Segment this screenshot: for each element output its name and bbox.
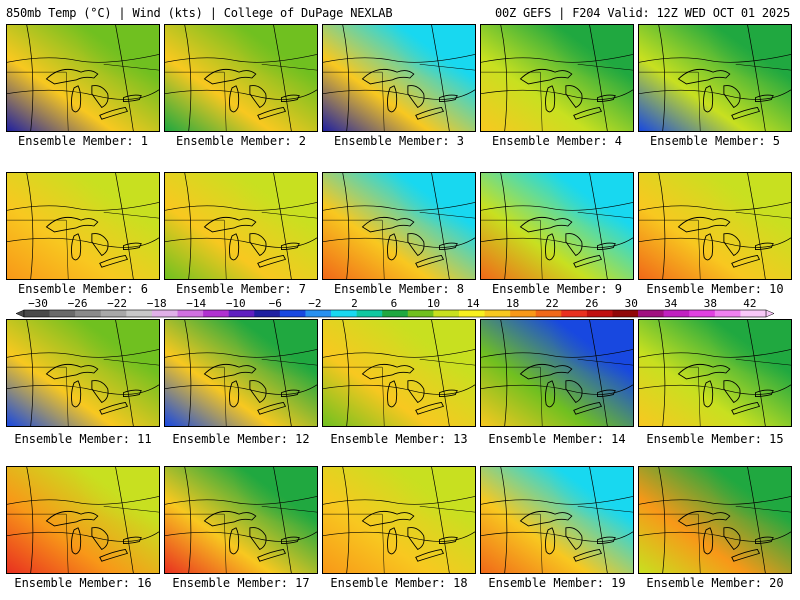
colorbar-segment — [151, 310, 178, 317]
colorbar-tick-label: −30 — [28, 298, 48, 310]
colorbar-segment — [689, 310, 716, 317]
colorbar-segment — [714, 310, 741, 317]
ensemble-member-map-2 — [164, 24, 318, 132]
colorbar-segment — [254, 310, 281, 317]
ensemble-member-label-17: Ensemble Member: 17 — [172, 576, 310, 590]
colorbar-tick-label: 18 — [506, 298, 519, 310]
ensemble-member-map-12 — [164, 319, 318, 427]
ensemble-member-map-8 — [322, 172, 476, 280]
ensemble-member-label-11: Ensemble Member: 11 — [14, 432, 152, 446]
ensemble-member-label-6: Ensemble Member: 6 — [17, 282, 149, 296]
ensemble-member-label-12: Ensemble Member: 12 — [172, 432, 310, 446]
colorbar-segment — [356, 310, 383, 317]
colorbar-tick-label: 14 — [466, 298, 480, 310]
colorbar-tick-label: 22 — [546, 298, 559, 310]
colorbar-segment — [177, 310, 204, 317]
colorbar-tick-label: 10 — [427, 298, 440, 310]
ensemble-member-map-15 — [638, 319, 792, 427]
colorbar-tick-label: −22 — [107, 298, 127, 310]
model-run-info: 00Z GEFS | F204 Valid: 12Z WED OCT 01 20… — [494, 6, 790, 20]
colorbar-tick-label: 26 — [585, 298, 598, 310]
colorbar-tick-label: −6 — [269, 298, 282, 310]
ensemble-member-label-10: Ensemble Member: 10 — [646, 282, 784, 296]
ensemble-member-label-9: Ensemble Member: 9 — [491, 282, 623, 296]
ensemble-member-label-14: Ensemble Member: 14 — [488, 432, 626, 446]
colorbar-segment — [740, 310, 767, 317]
ensemble-member-label-18: Ensemble Member: 18 — [330, 576, 468, 590]
ensemble-member-label-4: Ensemble Member: 4 — [491, 134, 623, 148]
colorbar-tick-label: 42 — [743, 298, 756, 310]
map-title: 850mb Temp (°C) | Wind (kts) | College o… — [6, 6, 393, 20]
ensemble-member-map-18 — [322, 466, 476, 574]
colorbar-segment — [586, 310, 613, 317]
colorbar-tick-label: 2 — [351, 298, 358, 310]
colorbar-segment — [535, 310, 562, 317]
colorbar-segment — [228, 310, 255, 317]
ensemble-member-map-1 — [6, 24, 160, 132]
colorbar-segment — [458, 310, 485, 317]
ensemble-member-label-13: Ensemble Member: 13 — [330, 432, 468, 446]
colorbar-segment — [305, 310, 332, 317]
colorbar-segment — [100, 310, 127, 317]
colorbar-tick-label: −18 — [147, 298, 167, 310]
colorbar-tick-label: −14 — [186, 298, 206, 310]
colorbar-segment — [638, 310, 664, 317]
ensemble-member-label-16: Ensemble Member: 16 — [14, 576, 152, 590]
ensemble-member-map-11 — [6, 319, 160, 427]
ensemble-member-label-7: Ensemble Member: 7 — [175, 282, 307, 296]
colorbar-segment — [407, 310, 434, 317]
colorbar-segment — [75, 310, 102, 317]
ensemble-member-label-5: Ensemble Member: 5 — [649, 134, 781, 148]
colorbar-min-arrow — [15, 309, 25, 318]
colorbar-segment — [561, 310, 588, 317]
colorbar-tick-label: 6 — [391, 298, 398, 310]
ensemble-member-label-3: Ensemble Member: 3 — [333, 134, 465, 148]
ensemble-member-map-7 — [164, 172, 318, 280]
colorbar-segment — [203, 310, 229, 317]
colorbar-segment — [126, 310, 153, 317]
ensemble-member-label-15: Ensemble Member: 15 — [646, 432, 784, 446]
ensemble-member-label-1: Ensemble Member: 1 — [17, 134, 149, 148]
colorbar-segment — [49, 310, 76, 317]
colorbar-tick-label: −26 — [68, 298, 88, 310]
colorbar-segment — [382, 310, 409, 317]
ensemble-member-map-4 — [480, 24, 634, 132]
ensemble-member-map-13 — [322, 319, 476, 427]
ensemble-member-label-2: Ensemble Member: 2 — [175, 134, 307, 148]
ensemble-member-map-3 — [322, 24, 476, 132]
colorbar-segment — [24, 310, 50, 317]
colorbar-segment — [331, 310, 357, 317]
ensemble-member-map-10 — [638, 172, 792, 280]
ensemble-member-label-19: Ensemble Member: 19 — [488, 576, 626, 590]
colorbar-segment — [510, 310, 537, 317]
colorbar-segment — [433, 310, 460, 317]
colorbar-tick-label: −10 — [226, 298, 246, 310]
ensemble-member-map-9 — [480, 172, 634, 280]
colorbar-tick-label: −2 — [308, 298, 321, 310]
ensemble-member-map-17 — [164, 466, 318, 574]
colorbar-segment — [612, 310, 639, 317]
colorbar-max-arrow — [765, 309, 775, 318]
ensemble-member-map-16 — [6, 466, 160, 574]
colorbar-tick-label: 38 — [704, 298, 717, 310]
colorbar-segment — [484, 310, 511, 317]
colorbar-tick-label: 34 — [664, 298, 678, 310]
colorbar-tick-label: 30 — [625, 298, 638, 310]
ensemble-member-map-14 — [480, 319, 634, 427]
ensemble-member-map-5 — [638, 24, 792, 132]
ensemble-member-label-20: Ensemble Member: 20 — [646, 576, 784, 590]
ensemble-member-map-6 — [6, 172, 160, 280]
ensemble-member-map-20 — [638, 466, 792, 574]
temperature-colorbar: −30 −26 −22 −18 −14 −10 −6 −2 2 6 10 14 18 22 26 30 34 38… — [14, 298, 786, 320]
ensemble-member-map-19 — [480, 466, 634, 574]
colorbar-segment — [663, 310, 690, 317]
ensemble-member-label-8: Ensemble Member: 8 — [333, 282, 465, 296]
colorbar-segment — [279, 310, 306, 317]
